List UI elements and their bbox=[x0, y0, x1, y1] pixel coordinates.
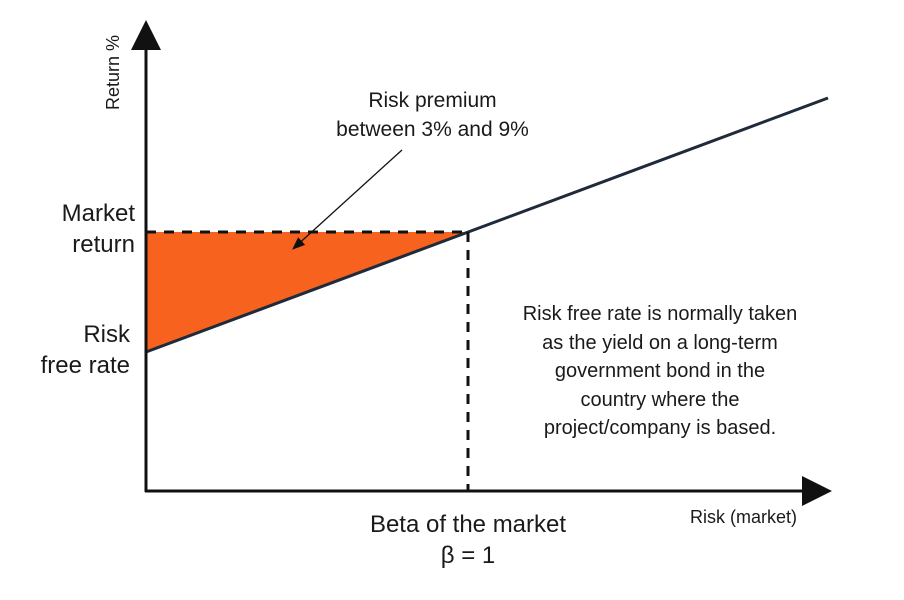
risk-free-note-line: Risk free rate is normally taken bbox=[522, 303, 798, 325]
risk-free-note-line: as the yield on a long-term bbox=[542, 331, 778, 354]
beta-label-line: Beta of the market bbox=[369, 511, 567, 538]
beta-label-line: β = 1 bbox=[440, 542, 496, 569]
risk-free-note-line: country where the bbox=[580, 388, 740, 411]
market-return-label: Market return bbox=[20, 198, 135, 260]
y-axis-label: Return % bbox=[103, 34, 123, 110]
risk-free-note: Risk free rate is normally taken as the … bbox=[490, 300, 830, 443]
premium-annotation-line: Risk premium bbox=[368, 89, 497, 112]
premium-annotation-line: between 3% and 9% bbox=[336, 118, 529, 141]
risk-free-label: Risk free rate bbox=[10, 319, 130, 381]
premium-annotation-arrow bbox=[292, 149, 403, 250]
risk-free-label-line: free rate bbox=[40, 352, 130, 379]
risk-free-note-line: project/company is based. bbox=[543, 417, 777, 439]
beta-label: Beta of the market β = 1 bbox=[338, 509, 598, 571]
x-axis-label: Risk (market) bbox=[690, 507, 797, 527]
premium-annotation: Risk premium between 3% and 9% bbox=[300, 86, 565, 144]
security-market-line bbox=[145, 96, 829, 354]
market-return-label-line: return bbox=[72, 231, 135, 258]
risk-free-label-line: Risk bbox=[83, 321, 130, 348]
market-return-label-line: Market bbox=[61, 200, 135, 227]
risk-free-note-line: government bond in the bbox=[554, 360, 766, 382]
